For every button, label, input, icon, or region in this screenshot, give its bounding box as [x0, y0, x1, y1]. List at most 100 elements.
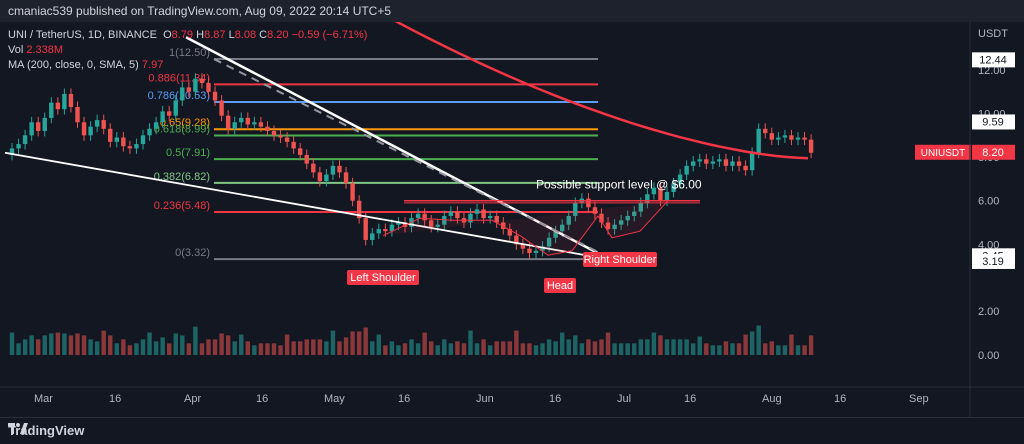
lower-trendline [4, 151, 599, 259]
fib-level-label: 0.65(9.28) [160, 117, 210, 129]
candle-body [350, 183, 355, 201]
candle-body [199, 78, 205, 84]
fib-level-label: 0.5(7.91) [166, 147, 210, 159]
candle-body [121, 137, 126, 147]
low-value: 8.08 [234, 29, 257, 41]
time-axis-tick: Jun [476, 393, 494, 405]
volume-bar [147, 332, 152, 355]
candle-body [782, 135, 788, 138]
volume-bar [9, 332, 15, 355]
time-axis-tick: Mar [34, 393, 53, 405]
ma-label: MA (200, close, 0, SMA, 5) [8, 59, 139, 71]
volume-bar [383, 345, 388, 355]
candle-body [691, 161, 696, 166]
candle-body [42, 117, 47, 131]
volume-bar [684, 339, 689, 355]
candle-body [265, 126, 270, 131]
volume-bar [16, 343, 21, 355]
high-label: H [196, 29, 205, 41]
upper-trendline [185, 36, 607, 259]
volume-bar [586, 339, 591, 355]
volume-bar [389, 341, 395, 355]
candle-body [370, 233, 375, 240]
candle-body [317, 172, 323, 182]
volume-bar [494, 341, 499, 355]
volume-bar [501, 341, 506, 355]
volume-bar [749, 331, 755, 355]
candle-body [330, 165, 336, 175]
candle-body [789, 135, 794, 140]
volume-bar [258, 343, 264, 355]
volume-bar [81, 335, 87, 355]
tradingview-logo[interactable]: TradingView [8, 423, 84, 438]
price-label-bg [972, 52, 1015, 68]
candle-body [212, 91, 218, 101]
volume-bar [710, 345, 716, 355]
candle-body [114, 137, 119, 142]
volume-bar [618, 343, 624, 355]
candle-body [448, 211, 454, 216]
volume-bar [422, 332, 427, 355]
candle-body [383, 229, 388, 232]
candle-body [232, 122, 237, 129]
candle-body [763, 128, 768, 134]
legend-volume-row[interactable]: Vol 2.338M [8, 43, 367, 58]
candle-body [16, 144, 21, 149]
volume-bar [789, 334, 794, 355]
candle-body [376, 229, 381, 234]
volume-bar [127, 345, 133, 355]
volume-bar [769, 341, 774, 355]
price-axis-tick: 12.00 [978, 65, 1006, 77]
volume-bar [487, 345, 493, 355]
volume-bar [461, 343, 467, 355]
volume-bar [114, 343, 119, 355]
candle-body [658, 187, 663, 201]
volume-bar [435, 345, 440, 355]
volume-bar [298, 341, 303, 355]
legend-ma-row[interactable]: MA (200, close, 0, SMA, 5) 7.97 [8, 58, 367, 73]
volume-bar [121, 339, 126, 355]
candle-body [573, 202, 578, 216]
volume-bar [343, 337, 349, 355]
volume-bar [167, 343, 172, 355]
close-label: C [259, 29, 268, 41]
candle-body [271, 130, 277, 136]
time-axis-tick: Jul [617, 393, 631, 405]
time-axis-tick: May [324, 393, 345, 405]
candle-body [808, 139, 814, 153]
volume-bar [632, 343, 637, 355]
candle-body [442, 215, 447, 225]
candle-body [743, 165, 748, 171]
time-axis-tick: 16 [398, 393, 410, 405]
candle-body [802, 137, 807, 140]
candle-body [324, 174, 329, 182]
candle-body [22, 135, 28, 145]
volume-bar [304, 339, 309, 355]
chart-area[interactable]: 12.0010.008.006.004.002.000.00USDTMar16A… [0, 22, 1024, 417]
volume-bar [573, 335, 578, 355]
candle-body [533, 250, 539, 254]
candle-body [684, 165, 689, 175]
volume-bar [278, 345, 283, 355]
price-chart[interactable]: 12.0010.008.006.004.002.000.00USDTMar16A… [0, 22, 1024, 417]
volume-bar [324, 341, 329, 355]
candle-body [127, 146, 133, 149]
candle-body [632, 211, 637, 216]
volume-bar [75, 333, 80, 355]
dashed-trendline [213, 58, 601, 254]
candle-body [55, 102, 61, 110]
volume-bar [140, 339, 146, 355]
volume-bar [317, 339, 323, 355]
symbol-name[interactable]: UNI / TetherUS, 1D, BINANCE [8, 29, 157, 41]
candle-body [651, 187, 657, 195]
time-axis-tick: 16 [834, 393, 846, 405]
volume-bar [704, 343, 709, 355]
volume-bar [36, 339, 41, 355]
candle-body [88, 126, 93, 136]
candle-body [494, 215, 499, 223]
candle-body [108, 128, 113, 142]
candle-body [101, 120, 106, 129]
volume-bar [225, 335, 231, 355]
candle-body [160, 111, 165, 123]
time-axis-tick: 16 [684, 393, 696, 405]
